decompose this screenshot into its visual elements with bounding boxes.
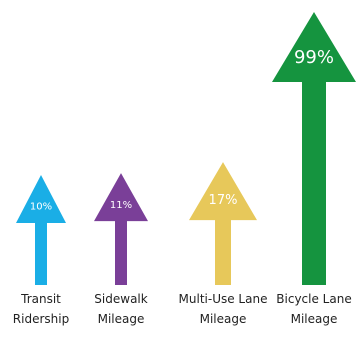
category-label-4-line-1: Bicycle Lane	[276, 292, 351, 306]
category-label-4-line-2: Mileage	[291, 312, 338, 326]
category-labels: Transit Ridership Sidewalk Mileage Multi-Use…	[13, 292, 352, 326]
arrow-bar-1	[16, 175, 66, 285]
arrow-bar-2	[94, 173, 148, 285]
value-label-3: 17%	[209, 193, 238, 208]
category-label-1-line-1: Transit	[20, 292, 61, 306]
category-label-2-line-2: Mileage	[98, 312, 145, 326]
value-label-2: 11%	[110, 200, 132, 211]
category-label-2-line-1: Sidewalk	[94, 292, 147, 306]
value-label-4: 99%	[294, 47, 334, 68]
value-label-1: 10%	[30, 202, 52, 213]
arrow-series: 10% 11% 17% 99%	[16, 12, 356, 285]
category-label-3-line-1: Multi-Use Lane	[179, 292, 268, 306]
arrow-bar-3	[189, 162, 257, 285]
arrow-bar-4	[272, 12, 356, 285]
category-label-3-line-2: Mileage	[200, 312, 247, 326]
category-label-1-line-2: Ridership	[13, 312, 69, 326]
